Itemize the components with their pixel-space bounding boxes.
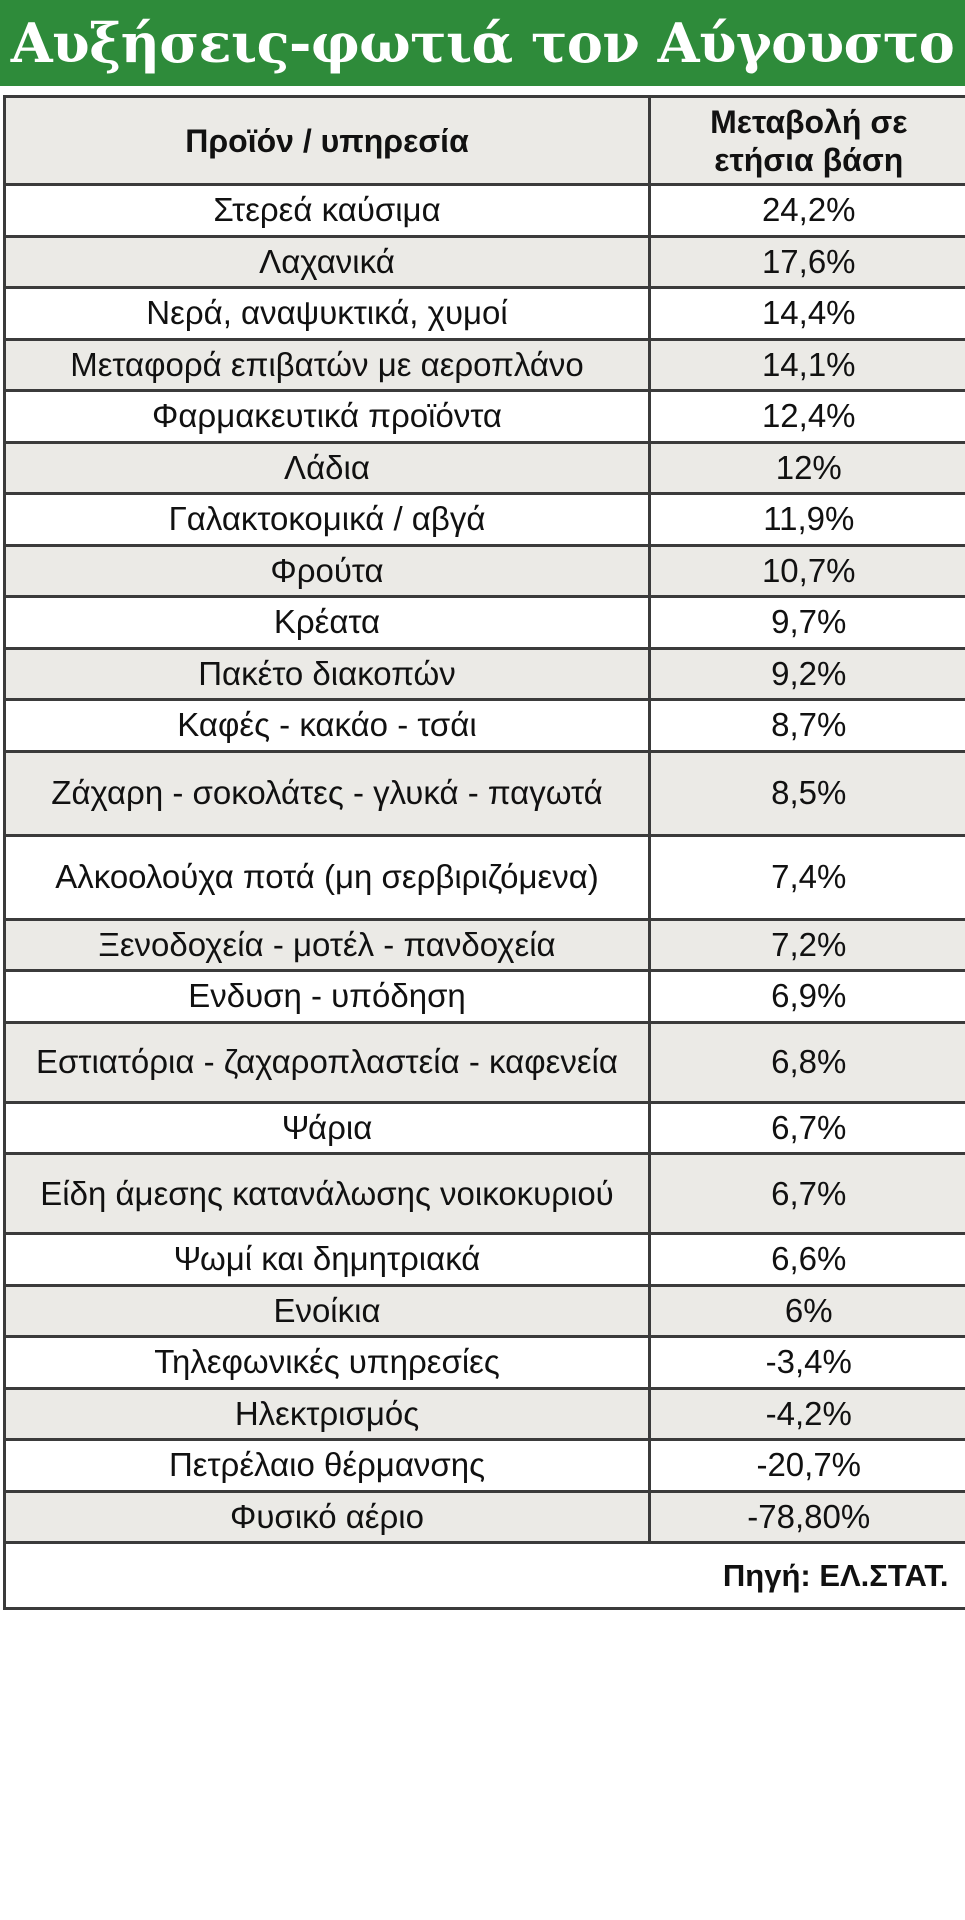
table-row: Ηλεκτρισμός -4,2% [3, 1386, 965, 1441]
table-row: Στερεά καύσιμα 24,2% [3, 183, 965, 238]
row-change-value: 14,1% [648, 337, 965, 392]
row-change-value: -3,4% [648, 1335, 965, 1390]
row-item-label: Φαρμακευτικά προϊόντα [3, 389, 651, 444]
row-change-value: 7,4% [648, 833, 965, 921]
row-item-label: Καφές - κακάο - τσάι [3, 698, 651, 753]
table-row: Ψάρια 6,7% [3, 1100, 965, 1155]
row-item-label: Ενοίκια [3, 1283, 651, 1338]
table-row: Φρούτα 10,7% [3, 543, 965, 598]
row-item-label: Ηλεκτρισμός [3, 1386, 651, 1441]
table-row: Ξενοδοχεία - μοτέλ - πανδοχεία 7,2% [3, 917, 965, 972]
table-row: Τηλεφωνικές υπηρεσίες -3,4% [3, 1335, 965, 1390]
table-row: Ζάχαρη - σοκολάτες - γλυκά - παγωτά 8,5% [3, 749, 965, 837]
row-change-value: 24,2% [648, 183, 965, 238]
row-item-label: Φρούτα [3, 543, 651, 598]
row-change-value: 6,7% [648, 1152, 965, 1235]
source-row: Πηγή: ΕΛ.ΣΤΑΤ. [3, 1541, 965, 1610]
row-change-value: 9,2% [648, 646, 965, 701]
table-row: Ενοίκια 6% [3, 1283, 965, 1338]
table-row: Πετρέλαιο θέρμανσης -20,7% [3, 1438, 965, 1493]
row-item-label: Μεταφορά επιβατών με αεροπλάνο [3, 337, 651, 392]
table-row: Γαλακτοκομικά / αβγά 11,9% [3, 492, 965, 547]
table-row: Λαχανικά 17,6% [3, 234, 965, 289]
table-row: Λάδια 12% [3, 440, 965, 495]
row-change-value: 12,4% [648, 389, 965, 444]
row-item-label: Στερεά καύσιμα [3, 183, 651, 238]
row-change-value: 8,7% [648, 698, 965, 753]
row-item-label: Αλκοολούχα ποτά (μη σερβιριζόμενα) [3, 833, 651, 921]
row-change-value: 6% [648, 1283, 965, 1338]
table-row: Ψωμί και δημητριακά 6,6% [3, 1232, 965, 1287]
row-change-value: 6,7% [648, 1100, 965, 1155]
row-item-label: Πακέτο διακοπών [3, 646, 651, 701]
row-change-value: 14,4% [648, 286, 965, 341]
row-item-label: Φυσικό αέριο [3, 1489, 651, 1544]
table-row: Μεταφορά επιβατών με αεροπλάνο 14,1% [3, 337, 965, 392]
table-row: Φαρμακευτικά προϊόντα 12,4% [3, 389, 965, 444]
column-header-item: Προϊόν / υπηρεσία [3, 95, 651, 186]
row-change-value: -78,80% [648, 1489, 965, 1544]
row-change-value: 6,8% [648, 1020, 965, 1104]
table-row: Εστιατόρια - ζαχαροπλαστεία - καφενεία 6,… [3, 1020, 965, 1104]
table-row: Ενδυση - υπόδηση 6,9% [3, 969, 965, 1024]
row-item-label: Εστιατόρια - ζαχαροπλαστεία - καφενεία [3, 1020, 651, 1104]
table-row: Νερά, αναψυκτικά, χυμοί 14,4% [3, 286, 965, 341]
row-change-value: -4,2% [648, 1386, 965, 1441]
row-change-value: 9,7% [648, 595, 965, 650]
table-body: Στερεά καύσιμα 24,2% Λαχανικά 17,6% Νερά, αν… [3, 183, 965, 1610]
row-item-label: Λαχανικά [3, 234, 651, 289]
table-row: Πακέτο διακοπών 9,2% [3, 646, 965, 701]
row-change-value: 6,9% [648, 969, 965, 1024]
table-row: Κρέατα 9,7% [3, 595, 965, 650]
row-change-value: 17,6% [648, 234, 965, 289]
table-row: Είδη άμεσης κατανάλωσης νοικοκυριού 6,7% [3, 1152, 965, 1235]
price-change-table: Προϊόν / υπηρεσία Μεταβολή σε ετήσια βάσ… [3, 95, 965, 1610]
column-header-change: Μεταβολή σε ετήσια βάση [648, 95, 965, 186]
row-change-value: 8,5% [648, 749, 965, 837]
page-title: Αυξήσεις-φωτιά τον Αύγουστο [10, 11, 955, 75]
row-item-label: Λάδια [3, 440, 651, 495]
row-change-value: 12% [648, 440, 965, 495]
title-bar: Αυξήσεις-φωτιά τον Αύγουστο [0, 0, 965, 90]
row-item-label: Ψάρια [3, 1100, 651, 1155]
row-item-label: Τηλεφωνικές υπηρεσίες [3, 1335, 651, 1390]
table-row: Φυσικό αέριο -78,80% [3, 1489, 965, 1544]
table-row: Καφές - κακάο - τσάι 8,7% [3, 698, 965, 753]
row-item-label: Πετρέλαιο θέρμανσης [3, 1438, 651, 1493]
row-item-label: Ενδυση - υπόδηση [3, 969, 651, 1024]
row-change-value: 11,9% [648, 492, 965, 547]
row-item-label: Ξενοδοχεία - μοτέλ - πανδοχεία [3, 917, 651, 972]
row-item-label: Ψωμί και δημητριακά [3, 1232, 651, 1287]
row-item-label: Είδη άμεσης κατανάλωσης νοικοκυριού [3, 1152, 651, 1235]
row-change-value: -20,7% [648, 1438, 965, 1493]
row-item-label: Ζάχαρη - σοκολάτες - γλυκά - παγωτά [3, 749, 651, 837]
row-change-value: 6,6% [648, 1232, 965, 1287]
row-item-label: Νερά, αναψυκτικά, χυμοί [3, 286, 651, 341]
table-header-row: Προϊόν / υπηρεσία Μεταβολή σε ετήσια βάσ… [3, 95, 965, 186]
row-item-label: Γαλακτοκομικά / αβγά [3, 492, 651, 547]
row-change-value: 7,2% [648, 917, 965, 972]
row-item-label: Κρέατα [3, 595, 651, 650]
table-row: Αλκοολούχα ποτά (μη σερβιριζόμενα) 7,4% [3, 833, 965, 921]
source-note: Πηγή: ΕΛ.ΣΤΑΤ. [3, 1541, 965, 1610]
row-change-value: 10,7% [648, 543, 965, 598]
